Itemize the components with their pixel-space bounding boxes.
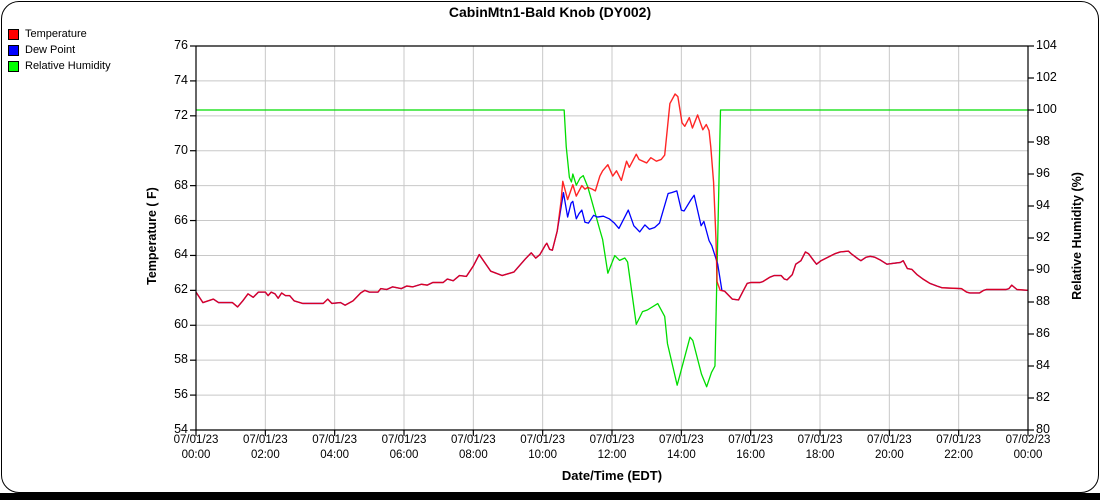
x-tick-label: 07/01/23 18:00 — [785, 433, 855, 462]
legend: Temperature Dew Point Relative Humidity — [8, 26, 111, 74]
x-tick-time: 00:00 — [1013, 448, 1043, 461]
x-tick-label: 07/01/23 12:00 — [577, 433, 647, 462]
y-left-tick-label: 64 — [174, 247, 188, 262]
y-left-tick-label: 60 — [174, 317, 188, 332]
x-tick-label: 07/01/23 20:00 — [854, 433, 924, 462]
x-tick-time: 08:00 — [458, 448, 488, 461]
x-tick-date: 07/01/23 — [173, 434, 219, 446]
x-tick-label: 07/01/23 02:00 — [230, 433, 300, 462]
x-tick-date: 07/01/23 — [520, 434, 566, 446]
x-tick-date: 07/01/23 — [936, 434, 982, 446]
y-right-tick-label: 82 — [1036, 390, 1050, 404]
y-right-tick-label: 102 — [1036, 70, 1057, 84]
x-tick-date: 07/01/23 — [728, 434, 774, 446]
x-tick-time: 12:00 — [597, 448, 627, 461]
x-tick-time: 16:00 — [736, 448, 766, 461]
y-right-tick-label: 84 — [1036, 358, 1050, 372]
y-right-tick-label: 94 — [1036, 198, 1050, 212]
legend-label: Dew Point — [25, 44, 76, 56]
x-tick-label: 07/01/23 10:00 — [508, 433, 578, 462]
x-tick-label: 07/01/23 00:00 — [161, 433, 231, 462]
y-left-tick-label: 68 — [174, 177, 188, 192]
window-bottom-edge — [0, 493, 1100, 500]
y-right-tick-label: 104 — [1036, 38, 1057, 52]
y-right-tick-label: 86 — [1036, 326, 1050, 340]
x-tick-date: 07/01/23 — [450, 434, 496, 446]
x-tick-label: 07/01/23 14:00 — [646, 433, 716, 462]
x-tick-time: 06:00 — [389, 448, 419, 461]
x-tick-date: 07/01/23 — [312, 434, 358, 446]
x-tick-label: 07/01/23 08:00 — [438, 433, 508, 462]
x-tick-time: 18:00 — [805, 448, 835, 461]
y-right-tick-label: 100 — [1036, 102, 1057, 116]
legend-item: Temperature — [8, 26, 111, 42]
temperature-line — [195, 93, 1029, 308]
x-tick-label: 07/01/23 06:00 — [369, 433, 439, 462]
legend-swatch-icon — [8, 44, 19, 56]
y-left-tick-label: 70 — [174, 142, 188, 157]
legend-item: Dew Point — [8, 42, 111, 58]
x-tick-date: 07/01/23 — [866, 434, 912, 446]
x-tick-date: 07/02/23 — [1005, 434, 1051, 446]
x-tick-time: 10:00 — [528, 448, 558, 461]
x-tick-date: 07/01/23 — [658, 434, 704, 446]
y-right-tick-label: 96 — [1036, 166, 1050, 180]
x-tick-date: 07/01/23 — [797, 434, 843, 446]
y-left-tick-label: 66 — [174, 212, 188, 227]
y-left-tick-label: 62 — [174, 282, 188, 297]
legend-label: Relative Humidity — [25, 60, 111, 72]
y-left-tick-label: 58 — [174, 352, 188, 367]
x-tick-label: 07/01/23 04:00 — [300, 433, 370, 462]
y-right-tick-label: 80 — [1036, 422, 1050, 436]
x-axis-title: Date/Time (EDT) — [561, 468, 663, 483]
y-left-tick-label: 74 — [174, 72, 188, 87]
x-tick-date: 07/01/23 — [381, 434, 427, 446]
x-tick-label: 07/01/23 22:00 — [924, 433, 994, 462]
y-axis-right-title: Relative Humidity (%) — [1070, 172, 1084, 300]
x-tick-time: 14:00 — [666, 448, 696, 461]
legend-item: Relative Humidity — [8, 58, 111, 74]
x-tick-time: 00:00 — [181, 448, 211, 461]
x-tick-time: 20:00 — [874, 448, 904, 461]
x-tick-time: 04:00 — [320, 448, 350, 461]
y-right-tick-label: 98 — [1036, 134, 1050, 148]
y-left-tick-label: 54 — [174, 422, 188, 436]
y-right-tick-label: 88 — [1036, 294, 1050, 308]
x-tick-label: 07/02/23 00:00 — [993, 433, 1063, 462]
legend-swatch-icon — [8, 60, 19, 72]
x-tick-label: 07/01/23 16:00 — [716, 433, 786, 462]
legend-swatch-icon — [8, 28, 19, 40]
x-tick-date: 07/01/23 — [242, 434, 288, 446]
chart-title: CabinMtn1-Bald Knob (DY002) — [448, 4, 652, 20]
y-right-tick-label: 90 — [1036, 262, 1050, 276]
y-left-tick-label: 72 — [174, 107, 188, 122]
y-axis-left-title: Temperature ( F) — [145, 187, 159, 285]
y-left-tick-label: 56 — [174, 387, 188, 402]
x-tick-time: 22:00 — [944, 448, 974, 461]
x-tick-time: 02:00 — [250, 448, 280, 461]
x-tick-date: 07/01/23 — [589, 434, 635, 446]
y-left-tick-label: 76 — [174, 38, 188, 52]
legend-label: Temperature — [25, 28, 87, 40]
y-right-tick-label: 92 — [1036, 230, 1050, 244]
humidity-line — [196, 109, 1028, 388]
